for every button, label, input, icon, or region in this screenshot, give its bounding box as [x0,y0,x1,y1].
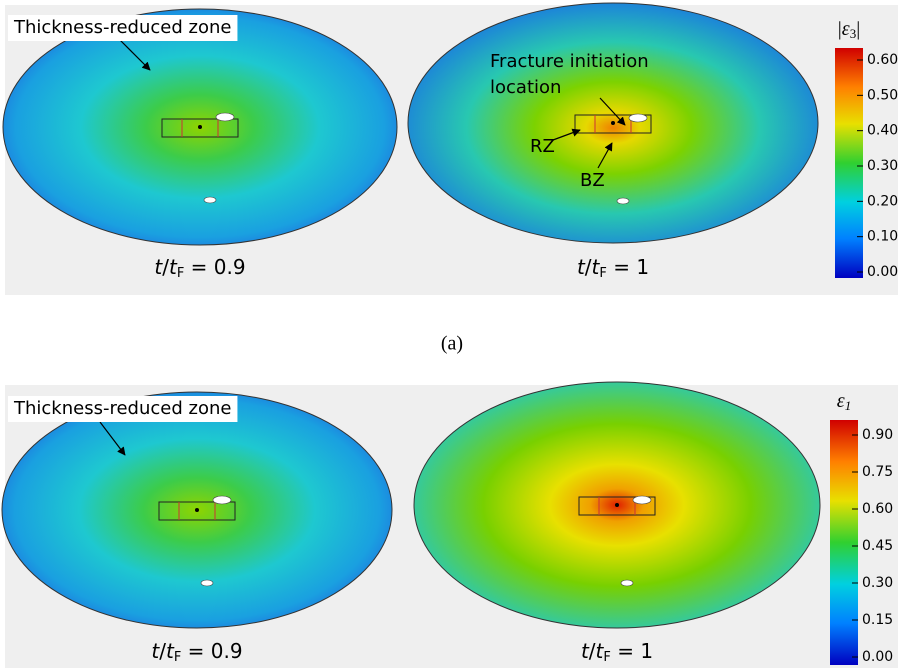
caption-part: = 1 [607,255,649,279]
artifact [616,197,630,205]
caption-part: t [581,639,590,663]
artifact [215,112,235,122]
caption-part: F [177,266,184,281]
annotation: BZ [580,170,605,191]
caption-part: t [592,255,601,279]
colorbar [835,48,863,278]
caption-part: t [154,255,163,279]
annotation: Thickness-reduced zone [13,398,231,419]
colorbar [830,420,858,665]
caption-part: / [589,639,596,663]
annotation: Thickness-reduced zone [13,17,231,38]
colorbar-tick-label: 0.45 [862,538,893,554]
symbol-part: | [838,18,842,40]
colorbar-tick-label: 0.15 [862,612,893,628]
artifact [620,579,634,587]
artifact [632,495,652,505]
symbol-part: ε [837,390,845,412]
colorbar-tick-label: 0.50 [867,87,898,103]
annotation: Fracture initiation [490,51,649,72]
artifact [628,113,648,123]
gauge-box [578,496,656,516]
center-dot [198,125,202,129]
colorbar-tick-label: 0.00 [862,649,893,665]
annotation: RZ [530,136,555,157]
symbol-part: 3 [850,26,857,41]
colorbar-tick-label: 0.20 [867,193,898,209]
colorbar-tick-label: 0.00 [867,264,898,280]
colorbar-tick-label: 0.60 [862,501,893,517]
gauge-box [161,118,239,138]
caption-part: / [162,255,169,279]
caption-part: t [169,255,178,279]
caption-part: = 0.9 [184,255,245,279]
colorbar-tick-label: 0.75 [862,464,893,480]
caption-part: F [599,266,606,281]
arrow [552,128,581,141]
arrow [119,39,151,71]
annotation-bg [8,396,238,422]
arrow [597,142,613,169]
caption-part: t [577,255,586,279]
caption-part: = 0.9 [181,639,242,663]
gauge-box [158,501,236,521]
caption-part: t [596,639,605,663]
artifact [203,196,217,204]
caption-part: = 1 [611,639,653,663]
center-dot [615,503,619,507]
artifact [212,495,232,505]
caption-part: t [166,639,175,663]
colorbar-tick-label: 0.30 [862,575,893,591]
caption-part: / [585,255,592,279]
caption-part: F [603,650,610,665]
annotation-bg [8,15,238,41]
arrow [99,421,126,456]
map-caption: t/tF = 1 [577,255,649,281]
map-caption: t/tF = 1 [581,639,653,665]
colorbar-tick-label: 0.10 [867,229,898,245]
annotation: location [490,77,561,98]
colorbar-symbol: |ε3| [838,18,860,41]
gauge-box [574,114,652,134]
colorbar-tick-label: 0.30 [867,158,898,174]
artifact [200,579,214,587]
caption-part: t [151,639,160,663]
symbol-part: 1 [845,398,852,413]
panel-label: (a) [441,333,463,355]
colorbar-tick-label: 0.90 [862,427,893,443]
symbol-part: ε [842,18,850,40]
arrow [599,97,626,126]
symbol-part: | [856,18,860,40]
center-dot [611,121,615,125]
colorbar-symbol: ε1 [837,390,851,413]
map-caption: t/tF = 0.9 [154,255,245,281]
caption-part: F [174,650,181,665]
caption-part: / [159,639,166,663]
center-dot [195,508,199,512]
colorbar-tick-label: 0.40 [867,123,898,139]
map-caption: t/tF = 0.9 [151,639,242,665]
colorbar-tick-label: 0.60 [867,52,898,68]
